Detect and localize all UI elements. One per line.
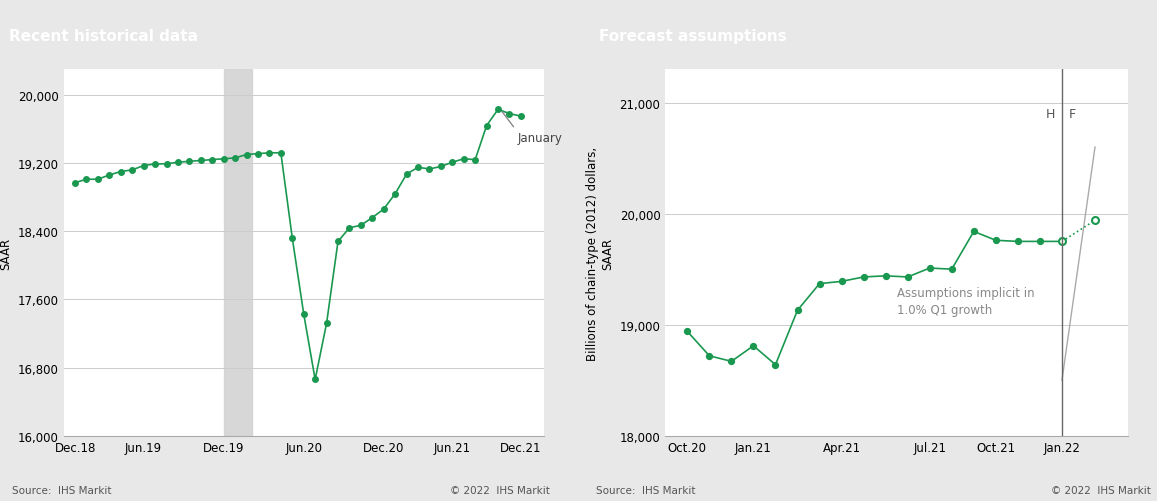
Point — [146, 160, 164, 168]
Point — [134, 162, 153, 170]
Text: Source:  IHS Markit: Source: IHS Markit — [596, 485, 695, 495]
Text: Forecast assumptions: Forecast assumptions — [598, 29, 787, 44]
Text: H: H — [1046, 108, 1055, 121]
Bar — [223, 70, 252, 436]
Point — [226, 155, 244, 163]
Point — [101, 172, 119, 180]
Point — [363, 214, 382, 222]
Point — [511, 113, 530, 121]
Point — [180, 158, 199, 166]
Text: Recent historical data: Recent historical data — [8, 29, 198, 44]
Point — [832, 278, 850, 286]
Point — [202, 156, 221, 164]
Point — [192, 157, 211, 165]
Text: Source:  IHS Markit: Source: IHS Markit — [12, 485, 111, 495]
Point — [488, 106, 507, 114]
Point — [283, 234, 302, 242]
Text: January: January — [517, 132, 562, 145]
Point — [420, 166, 439, 174]
Point — [123, 166, 141, 174]
Point — [386, 190, 405, 198]
Point — [943, 266, 961, 274]
Point — [237, 151, 256, 159]
Point — [1009, 238, 1027, 246]
Point — [157, 160, 176, 168]
Point — [408, 164, 427, 172]
Point — [340, 224, 359, 232]
Point — [1053, 238, 1071, 246]
Point — [78, 176, 96, 184]
Point — [249, 150, 267, 158]
Point — [352, 222, 370, 230]
Point — [987, 237, 1005, 245]
Text: Assumptions implicit in
1.0% Q1 growth: Assumptions implicit in 1.0% Q1 growth — [897, 286, 1034, 316]
Point — [876, 272, 894, 280]
Point — [329, 238, 347, 246]
Point — [294, 310, 312, 318]
Point — [432, 163, 450, 171]
Point — [899, 274, 918, 282]
Text: © 2022  IHS Markit: © 2022 IHS Markit — [1052, 485, 1151, 495]
Point — [214, 155, 233, 163]
Point — [921, 265, 939, 273]
Point — [317, 320, 336, 328]
Point — [854, 274, 872, 282]
Point — [722, 358, 740, 366]
Point — [443, 159, 462, 167]
Point — [375, 205, 393, 213]
Point — [272, 149, 290, 157]
Point — [678, 328, 697, 336]
Point — [111, 168, 130, 176]
Point — [89, 176, 108, 184]
Point — [478, 122, 496, 130]
Point — [700, 352, 718, 360]
Y-axis label: Billions of chain-type (2012) dollars,
SAAR: Billions of chain-type (2012) dollars, S… — [0, 146, 13, 360]
Point — [1031, 238, 1049, 246]
Point — [744, 342, 762, 350]
Point — [66, 179, 84, 187]
Point — [169, 159, 187, 167]
Point — [466, 156, 485, 164]
Point — [1053, 238, 1071, 246]
Text: F: F — [1069, 108, 1076, 121]
Point — [305, 376, 324, 384]
Point — [260, 149, 279, 157]
Point — [500, 110, 518, 118]
Point — [810, 280, 828, 288]
Point — [965, 228, 983, 236]
Text: © 2022  IHS Markit: © 2022 IHS Markit — [450, 485, 550, 495]
Point — [397, 171, 415, 179]
Point — [1085, 217, 1104, 225]
Point — [766, 361, 784, 369]
Y-axis label: Billions of chain-type (2012) dollars,
SAAR: Billions of chain-type (2012) dollars, S… — [585, 146, 614, 360]
Point — [455, 155, 473, 163]
Point — [788, 307, 806, 315]
